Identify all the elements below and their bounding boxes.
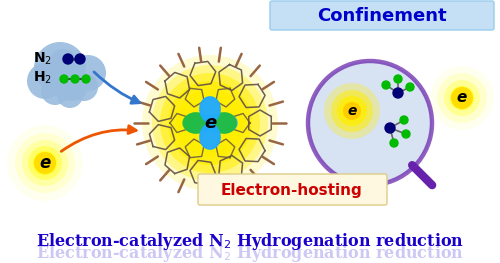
Circle shape: [34, 152, 56, 174]
Circle shape: [444, 80, 480, 116]
Circle shape: [41, 77, 69, 105]
Text: e: e: [40, 154, 50, 172]
Circle shape: [400, 116, 408, 124]
Circle shape: [75, 54, 85, 64]
Circle shape: [152, 65, 268, 181]
Circle shape: [450, 86, 474, 110]
Circle shape: [331, 90, 373, 132]
Circle shape: [70, 55, 106, 91]
Circle shape: [63, 54, 73, 64]
Circle shape: [160, 73, 260, 173]
Circle shape: [406, 83, 414, 91]
Circle shape: [60, 75, 68, 83]
Circle shape: [385, 123, 395, 133]
Polygon shape: [200, 97, 220, 149]
Circle shape: [337, 96, 367, 126]
Text: Electron-catalyzed N$_2$ Hydrogenation reduction: Electron-catalyzed N$_2$ Hydrogenation r…: [36, 242, 464, 263]
FancyBboxPatch shape: [198, 174, 387, 205]
Circle shape: [430, 66, 494, 130]
Circle shape: [390, 139, 398, 147]
Text: H$_2$: H$_2$: [33, 70, 52, 86]
Circle shape: [7, 125, 83, 201]
Text: e: e: [348, 104, 356, 118]
Text: e: e: [204, 114, 216, 132]
Polygon shape: [200, 97, 220, 149]
Circle shape: [15, 133, 75, 193]
Circle shape: [55, 67, 89, 101]
Circle shape: [176, 89, 244, 157]
Text: Electron-catalyzed N$_2$ Hydrogenation reduction: Electron-catalyzed N$_2$ Hydrogenation r…: [36, 230, 464, 251]
Circle shape: [82, 75, 90, 83]
Circle shape: [49, 49, 77, 77]
Text: Electron-hosting: Electron-hosting: [221, 183, 363, 198]
Circle shape: [324, 83, 380, 139]
Circle shape: [34, 42, 86, 94]
Circle shape: [57, 82, 83, 108]
Circle shape: [28, 146, 62, 180]
Polygon shape: [193, 114, 237, 132]
Circle shape: [71, 75, 79, 83]
Circle shape: [451, 87, 473, 109]
Circle shape: [22, 140, 68, 186]
Circle shape: [343, 102, 361, 120]
Circle shape: [342, 101, 362, 121]
Circle shape: [382, 81, 390, 89]
Circle shape: [33, 151, 57, 175]
Circle shape: [70, 73, 98, 101]
Circle shape: [393, 88, 403, 98]
Polygon shape: [184, 113, 236, 133]
Text: N$_2$: N$_2$: [33, 51, 52, 67]
Circle shape: [437, 73, 487, 123]
Circle shape: [168, 81, 252, 165]
Polygon shape: [184, 113, 236, 133]
Polygon shape: [183, 114, 227, 132]
Text: Confinement: Confinement: [317, 7, 447, 25]
Circle shape: [27, 63, 63, 99]
Circle shape: [394, 75, 402, 83]
FancyBboxPatch shape: [270, 1, 494, 30]
Circle shape: [402, 130, 410, 138]
Circle shape: [308, 61, 432, 185]
Circle shape: [142, 55, 278, 191]
Text: e: e: [457, 90, 467, 105]
